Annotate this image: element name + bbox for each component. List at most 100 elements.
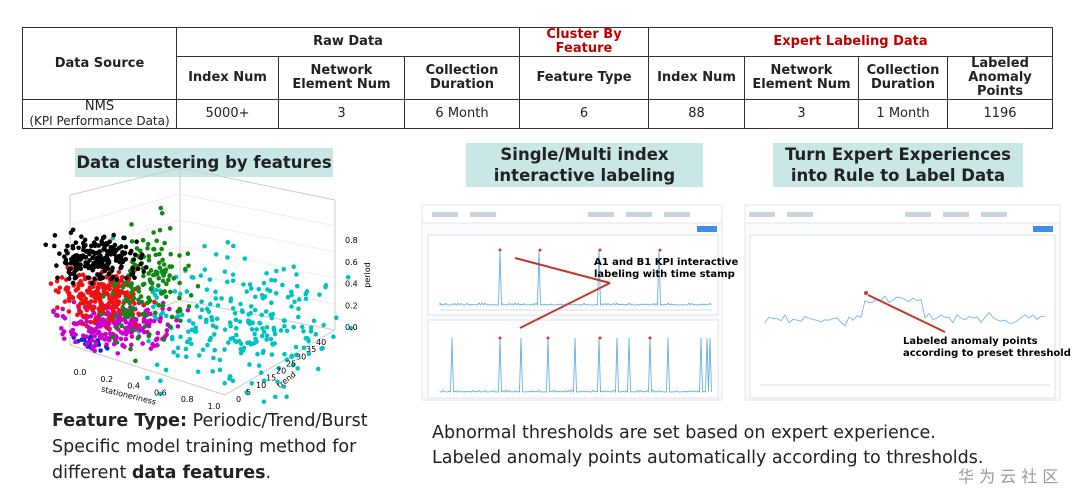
scatter-dot bbox=[177, 295, 182, 301]
scatter-dot bbox=[66, 309, 72, 314]
scatter-dot bbox=[215, 303, 221, 308]
scatter-dot bbox=[281, 266, 287, 272]
scatter-dot bbox=[232, 310, 238, 316]
scatter-dot bbox=[90, 267, 96, 272]
annotation: A1 and B1 KPI interactive bbox=[594, 257, 738, 268]
scatter-dot bbox=[257, 320, 262, 326]
scatter-dot bbox=[188, 293, 194, 298]
scatter-dot bbox=[214, 325, 219, 330]
scatter-dot bbox=[150, 304, 156, 310]
anomaly-dot bbox=[498, 248, 502, 252]
scatter-dot bbox=[108, 252, 114, 257]
button bbox=[697, 226, 717, 232]
scatter-dot bbox=[167, 324, 173, 330]
scatter-dot bbox=[133, 317, 139, 323]
scatter-dot bbox=[219, 296, 224, 301]
scatter-dot bbox=[189, 327, 195, 333]
scatter-dot bbox=[60, 306, 65, 312]
kpi-line bbox=[764, 295, 1046, 327]
scatter-dot bbox=[285, 294, 291, 300]
scatter-dot bbox=[186, 304, 192, 309]
scatter-dot bbox=[228, 323, 233, 329]
scatter-dot bbox=[157, 319, 163, 324]
scatter-dot bbox=[115, 351, 121, 356]
scatter-dot bbox=[268, 336, 274, 342]
scatter-dot bbox=[79, 282, 85, 288]
panel-title: Turn Expert Experiences into Rule to Labe… bbox=[773, 143, 1023, 187]
scatter-dot bbox=[85, 275, 91, 280]
scatter-dot bbox=[273, 290, 279, 296]
scatter-dot bbox=[141, 273, 146, 279]
scatter-dot bbox=[110, 309, 116, 315]
scatter-dot bbox=[78, 266, 84, 272]
scatter-dot bbox=[211, 355, 216, 361]
scatter-dot bbox=[321, 322, 326, 328]
scatter-dot bbox=[114, 324, 120, 330]
scatter-dot bbox=[146, 257, 152, 263]
x-tick-label: 0.8 bbox=[181, 395, 194, 404]
annotation: Labeled anomaly points bbox=[903, 336, 1038, 347]
scatter-dot bbox=[121, 235, 126, 241]
scatter-dot bbox=[247, 282, 253, 287]
scatter-dot bbox=[105, 266, 111, 271]
scatter-dot bbox=[189, 274, 195, 280]
scatter-dot bbox=[184, 339, 190, 345]
scatter-dot bbox=[161, 337, 167, 342]
scatter-dot bbox=[95, 286, 100, 291]
scatter-dot bbox=[317, 292, 322, 298]
scatter-dot bbox=[51, 243, 57, 249]
y-tick-label: 10 bbox=[256, 381, 266, 390]
scatter-dot bbox=[89, 280, 95, 286]
scatter-dot bbox=[167, 273, 172, 278]
scatter-dot bbox=[52, 233, 58, 238]
anomaly-dot bbox=[598, 248, 602, 252]
scatter-dot bbox=[54, 278, 60, 284]
scatter-dot bbox=[160, 278, 166, 284]
scatter-dot bbox=[62, 299, 68, 304]
scatter-dot bbox=[320, 345, 325, 351]
scatter-dot bbox=[96, 262, 102, 268]
scatter-dot bbox=[131, 257, 137, 262]
scatter-dot bbox=[130, 266, 135, 271]
scatter-dot bbox=[248, 310, 253, 316]
scatter-dot bbox=[296, 297, 302, 302]
scatter-dot bbox=[259, 333, 265, 339]
scatter-dot bbox=[242, 256, 248, 261]
scatter-dot bbox=[159, 269, 164, 274]
pane-grid bbox=[179, 193, 336, 227]
scatter-dot bbox=[145, 246, 150, 251]
scatter-dot bbox=[158, 205, 164, 211]
scatter-dot bbox=[152, 299, 157, 305]
scatter-dot bbox=[147, 321, 152, 327]
scatter-dot bbox=[225, 240, 231, 245]
caption-bold: data features bbox=[131, 463, 266, 483]
scatter-dot bbox=[135, 285, 141, 290]
scatter-dot bbox=[65, 243, 70, 249]
scatter-dot bbox=[75, 286, 81, 291]
scatter-dot bbox=[74, 321, 79, 327]
scatter-dot bbox=[133, 322, 139, 327]
scatter-dot bbox=[248, 304, 254, 309]
z-tick-label: 0.4 bbox=[345, 280, 358, 289]
scatter-dot bbox=[127, 300, 133, 306]
scatter-dot bbox=[278, 328, 284, 333]
caption-bold: Feature Type: bbox=[52, 411, 188, 431]
scatter-dot bbox=[288, 289, 294, 295]
scatter-dot bbox=[203, 319, 209, 325]
axis-edge bbox=[69, 344, 226, 396]
scatter-dot bbox=[208, 301, 213, 307]
scatter-dot bbox=[65, 285, 71, 291]
scatter-dot bbox=[230, 306, 236, 311]
x-tick-label: 1.0 bbox=[208, 402, 221, 411]
caption-line: different data features. bbox=[52, 460, 368, 486]
scatter-dot bbox=[73, 339, 78, 345]
scatter-dot bbox=[91, 263, 97, 268]
scatter-dot bbox=[55, 305, 60, 310]
scatter-dot bbox=[198, 314, 203, 320]
data-source-cell: NMS (KPI Performance Data) bbox=[22, 99, 177, 129]
scatter-dot bbox=[76, 254, 82, 259]
scatter-dot bbox=[133, 358, 138, 364]
scatter-dot bbox=[232, 338, 238, 344]
scatter-dot bbox=[62, 315, 68, 321]
